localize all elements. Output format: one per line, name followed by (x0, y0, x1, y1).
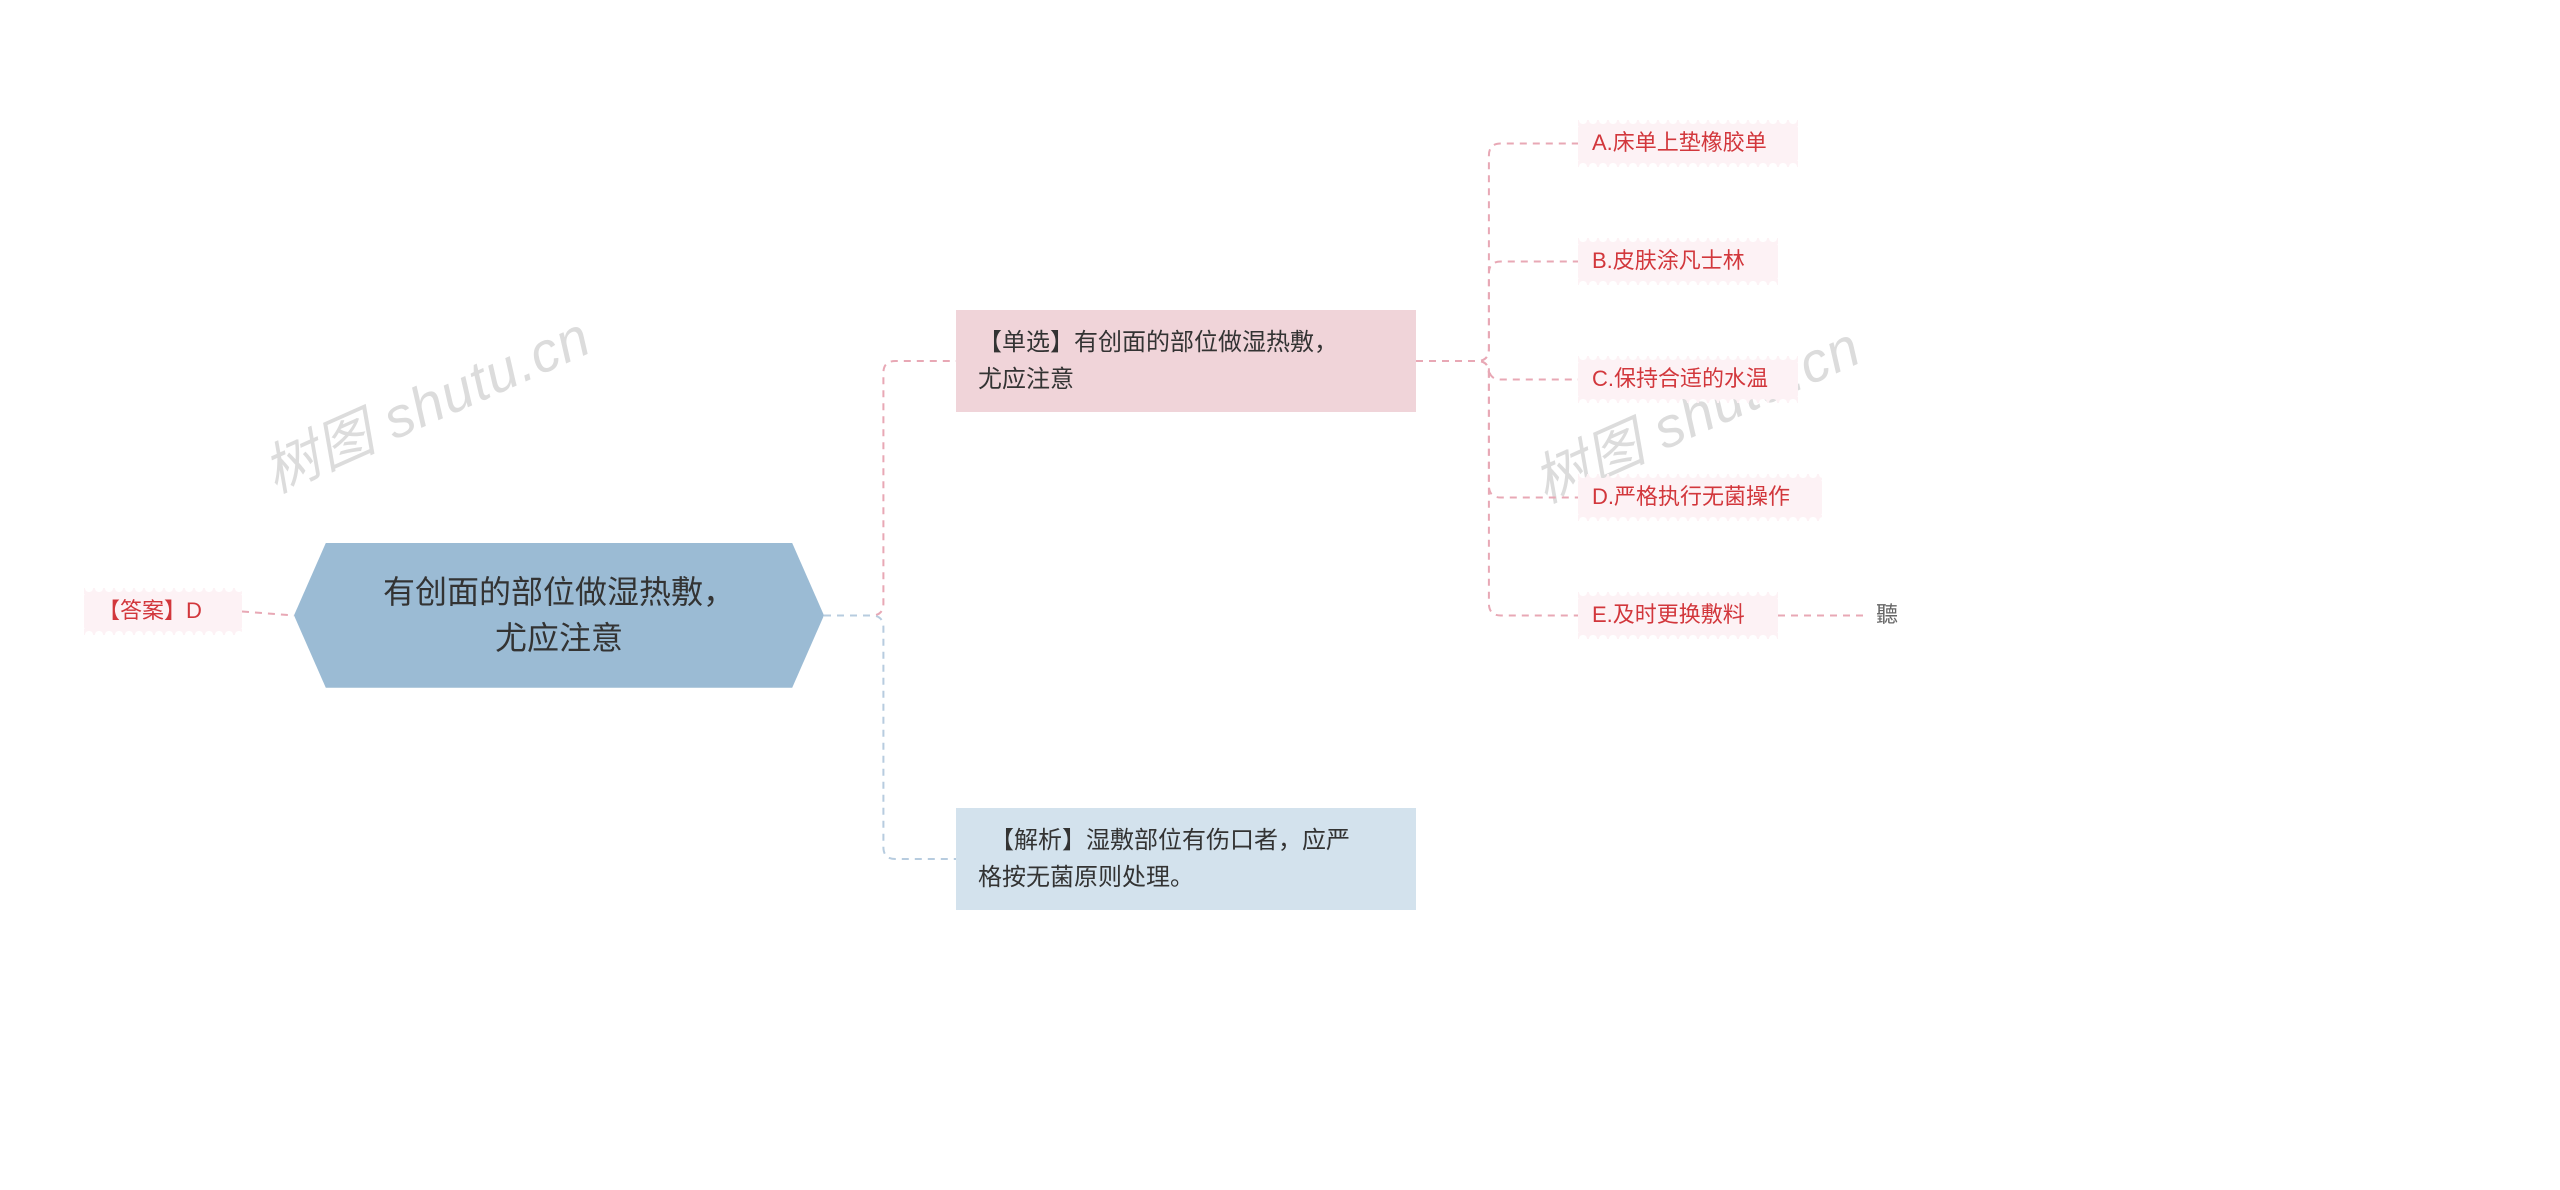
option-e-label: E.及时更换敷料 (1592, 602, 1745, 627)
analysis-line2: 格按无菌原则处理。 (978, 864, 1194, 891)
option-b: B.皮肤涂凡士林 (1578, 240, 1778, 283)
option-a-label: A.床单上垫橡胶单 (1592, 130, 1767, 155)
option-c-label: C.保持合适的水温 (1592, 366, 1768, 391)
watermark-1: 树图 shutu.cn (249, 292, 602, 508)
root-line1: 有创面的部位做湿热敷， (383, 574, 735, 610)
option-a: A.床单上垫橡胶单 (1578, 122, 1798, 165)
answer-node: 【答案】D (84, 590, 242, 633)
root-node: 有创面的部位做湿热敷， 尤应注意 (294, 543, 824, 688)
option-e: E.及时更换敷料 (1578, 594, 1778, 637)
analysis-node: 【解析】湿敷部位有伤口者，应严 格按无菌原则处理。 (956, 808, 1416, 910)
root-line2: 尤应注意 (495, 620, 623, 656)
ting-label: 聽 (1876, 602, 1898, 627)
option-d: D.严格执行无菌操作 (1578, 476, 1822, 519)
answer-label: 【答案】D (98, 598, 202, 623)
question-line2: 尤应注意 (978, 366, 1074, 393)
option-c: C.保持合适的水温 (1578, 358, 1798, 401)
ting-node: 聽 (1864, 594, 1910, 637)
question-node: 【单选】有创面的部位做湿热敷， 尤应注意 (956, 310, 1416, 412)
question-line1: 【单选】有创面的部位做湿热敷， (978, 329, 1338, 356)
option-b-label: B.皮肤涂凡士林 (1592, 248, 1745, 273)
option-d-label: D.严格执行无菌操作 (1592, 484, 1790, 509)
analysis-line1: 【解析】湿敷部位有伤口者，应严 (978, 827, 1350, 854)
